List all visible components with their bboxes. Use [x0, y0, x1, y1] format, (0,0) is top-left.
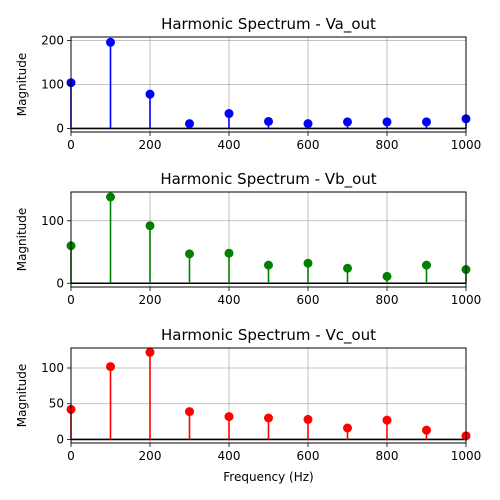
stem-marker: [303, 258, 313, 268]
stem-marker: [106, 362, 115, 372]
y-tick-label: 50: [49, 397, 64, 411]
stem-marker: [303, 119, 313, 129]
x-tick-label: 1000: [451, 293, 482, 307]
stem-marker: [264, 116, 273, 126]
subplot-2: 0 200 400 600 800 1000 0 100 Harmonic Spectrum -…: [15, 170, 481, 307]
x-tick-label: 400: [218, 449, 241, 463]
y-axis-label: Magnitude: [15, 208, 29, 272]
stem-marker: [343, 423, 352, 433]
stem-marker: [382, 271, 392, 281]
stem-marker: [145, 347, 155, 357]
subplot-3: 0 200 400 600 800 1000 0 50 100 Harmonic Spectrum…: [15, 326, 481, 484]
x-tick-label: 0: [67, 138, 75, 152]
x-tick-label: 800: [376, 138, 399, 152]
y-axis-label: Magnitude: [15, 364, 29, 428]
stem-marker: [224, 412, 234, 422]
x-tick-label: 200: [139, 449, 162, 463]
x-tick-label: 600: [297, 293, 320, 307]
chart-title: Harmonic Spectrum - Vb_out: [160, 170, 376, 189]
x-tick-label: 1000: [451, 138, 482, 152]
stem-marker: [382, 117, 392, 127]
stem-marker: [264, 413, 273, 423]
x-tick-label: 800: [376, 293, 399, 307]
stem-marker: [343, 263, 352, 273]
stem-marker: [145, 89, 155, 99]
stem-marker: [264, 260, 273, 270]
x-tick-label: 400: [218, 138, 241, 152]
y-tick-label: 0: [56, 432, 64, 446]
axes-frame: [70, 347, 467, 444]
stem-marker: [422, 260, 431, 270]
stem-marker: [303, 414, 313, 424]
stem-marker: [224, 248, 234, 258]
stem-marker: [185, 407, 194, 417]
stem-marker: [185, 119, 194, 129]
stem-marker: [224, 109, 234, 119]
y-tick-label: 0: [56, 121, 64, 135]
y-tick-label: 100: [41, 361, 64, 375]
y-tick-label: 200: [41, 34, 64, 48]
stem-marker: [343, 117, 352, 127]
x-tick-label: 0: [67, 449, 75, 463]
subplot-1: 0 200 400 600 800 1000 0 100 200 Harmonic Spectru…: [15, 15, 481, 152]
stem-marker: [185, 249, 194, 259]
x-tick-label: 400: [218, 293, 241, 307]
y-tick-label: 100: [41, 214, 64, 228]
x-tick-label: 600: [297, 138, 320, 152]
stem-marker: [422, 425, 431, 435]
y-tick-label: 0: [56, 276, 64, 290]
x-tick-label: 0: [67, 293, 75, 307]
stem-marker: [106, 192, 115, 202]
x-tick-label: 800: [376, 449, 399, 463]
axes-frame: [70, 191, 467, 288]
x-axis-label: Frequency (Hz): [223, 470, 314, 484]
stem-marker: [422, 117, 431, 127]
stem-marker: [145, 221, 155, 231]
x-tick-label: 200: [139, 138, 162, 152]
x-tick-label: 200: [139, 293, 162, 307]
chart-title: Harmonic Spectrum - Va_out: [161, 15, 376, 34]
x-tick-label: 1000: [451, 449, 482, 463]
stem-marker: [382, 415, 392, 425]
y-axis-label: Magnitude: [15, 53, 29, 117]
stem-marker: [106, 37, 115, 47]
chart-title: Harmonic Spectrum - Vc_out: [161, 326, 376, 345]
y-tick-label: 100: [41, 78, 64, 92]
x-tick-label: 600: [297, 449, 320, 463]
